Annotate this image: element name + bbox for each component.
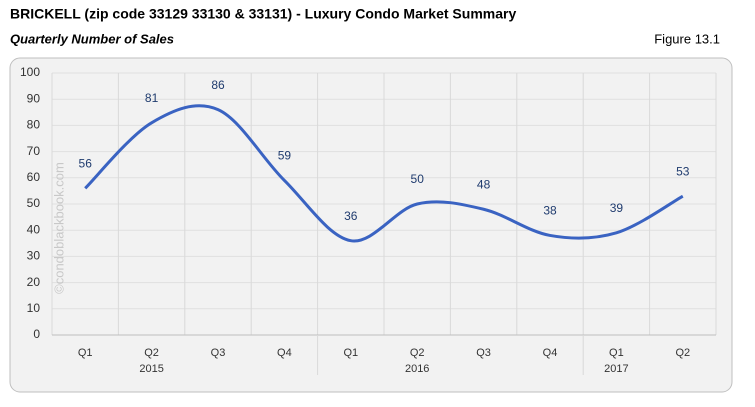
y-tick-label: 100 [20, 65, 40, 79]
y-tick-label: 60 [27, 170, 41, 184]
y-tick-label: 90 [27, 91, 41, 105]
y-tick-label: 0 [33, 327, 40, 341]
data-label: 36 [344, 209, 358, 223]
x-tick-label: Q3 [476, 347, 491, 359]
y-tick-label: 20 [27, 275, 41, 289]
x-group-label: 2016 [405, 363, 429, 375]
x-tick-label: Q2 [410, 347, 425, 359]
y-tick-label: 80 [27, 118, 41, 132]
x-group-label: 2015 [139, 363, 163, 375]
x-tick-label: Q4 [277, 347, 292, 359]
y-tick-label: 50 [27, 196, 41, 210]
y-tick-label: 30 [27, 249, 41, 263]
x-tick-label: Q4 [543, 347, 558, 359]
data-label: 38 [543, 204, 557, 218]
y-tick-label: 70 [27, 144, 41, 158]
data-label: 56 [79, 156, 93, 170]
data-label: 81 [145, 91, 159, 105]
data-label: 39 [610, 201, 624, 215]
chart-title: BRICKELL (zip code 33129 33130 & 33131) … [10, 6, 516, 22]
data-label: 59 [278, 149, 292, 163]
figure-label: Figure 13.1 [654, 31, 720, 46]
series-line [84, 104, 684, 243]
x-tick-label: Q2 [144, 347, 159, 359]
x-tick-label: Q2 [675, 347, 690, 359]
x-tick-label: Q1 [609, 347, 624, 359]
data-label: 53 [676, 164, 690, 178]
y-tick-label: 40 [27, 222, 41, 236]
data-label: 48 [477, 177, 491, 191]
chart-subtitle: Quarterly Number of Sales [10, 31, 174, 46]
x-group-label: 2017 [604, 363, 628, 375]
watermark: ©condoblackbook.com [51, 162, 66, 294]
data-label: 86 [211, 78, 225, 92]
x-tick-label: Q3 [211, 347, 226, 359]
y-tick-label: 10 [27, 301, 41, 315]
plot-area: 0 10 20 30 40 50 60 70 80 90 100 ©condoblackbook.co… [20, 65, 717, 375]
x-tick-label: Q1 [78, 347, 93, 359]
data-label: 50 [411, 172, 425, 186]
x-tick-label: Q1 [343, 347, 358, 359]
